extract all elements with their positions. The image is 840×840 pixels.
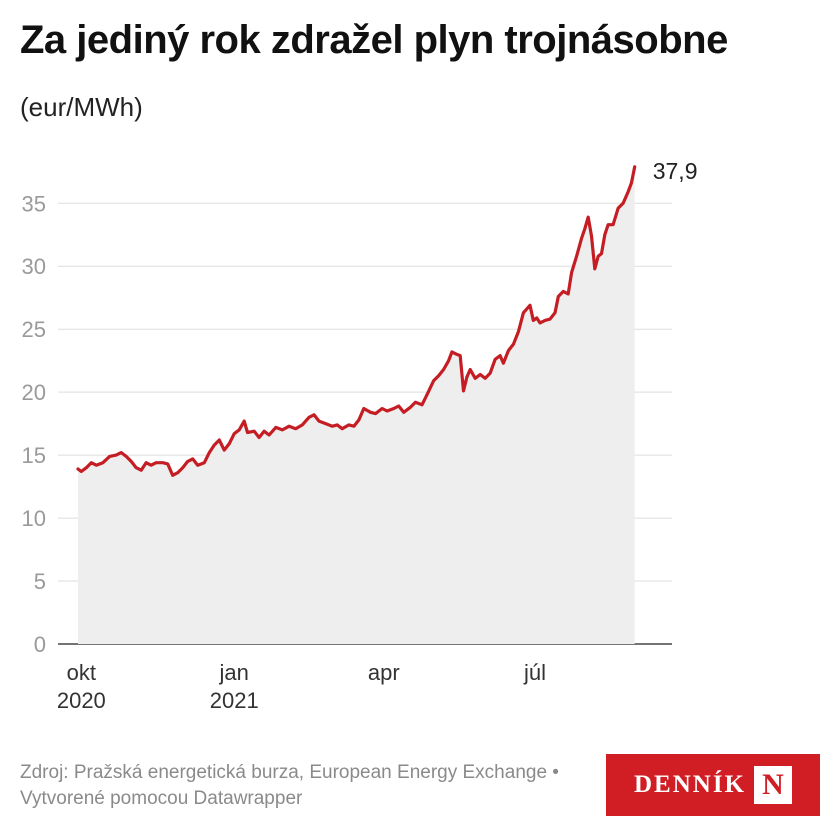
x-tick-label: jan: [219, 660, 249, 685]
price-area-fill: [78, 166, 635, 645]
chart-unit-subtitle: (eur/MWh): [20, 92, 143, 122]
y-tick-label: 30: [22, 254, 46, 279]
dennik-n-logo[interactable]: DENNÍK N: [606, 754, 820, 816]
x-tick-label: okt: [67, 660, 96, 685]
x-tick-year-label: 2020: [57, 688, 106, 713]
y-tick-label: 15: [22, 443, 46, 468]
y-tick-label: 20: [22, 380, 46, 405]
price-area-chart: 0 5 10 15 20 25 30 35 okt 2020 jan 2021 apr júl 37,9: [22, 158, 698, 713]
area-layer: [78, 166, 635, 645]
y-tick-label: 35: [22, 191, 46, 216]
y-tick-label: 0: [34, 632, 46, 657]
chart-title: Za jediný rok zdražel plyn trojnásobne: [20, 18, 728, 62]
y-tick-label: 25: [22, 317, 46, 342]
price-series-line: [76, 165, 637, 477]
source-note: Zdroj: Pražská energetická burza, Europe…: [20, 762, 559, 809]
x-tick-label: júl: [523, 660, 546, 685]
x-tick-label: apr: [368, 660, 400, 685]
x-axis-ticks: okt 2020 jan 2021 apr júl: [57, 660, 546, 713]
y-axis-ticks: 0 5 10 15 20 25 30 35: [22, 191, 46, 657]
logo-wordmark: DENNÍK: [633, 771, 746, 798]
y-tick-label: 5: [34, 569, 46, 594]
annotation-layer: 37,9: [653, 158, 698, 184]
y-tick-label: 10: [22, 506, 46, 531]
x-tick-year-label: 2021: [210, 688, 259, 713]
logo-n-mark: N: [754, 766, 792, 804]
line-layer: [76, 165, 637, 477]
end-value-label: 37,9: [653, 158, 698, 184]
